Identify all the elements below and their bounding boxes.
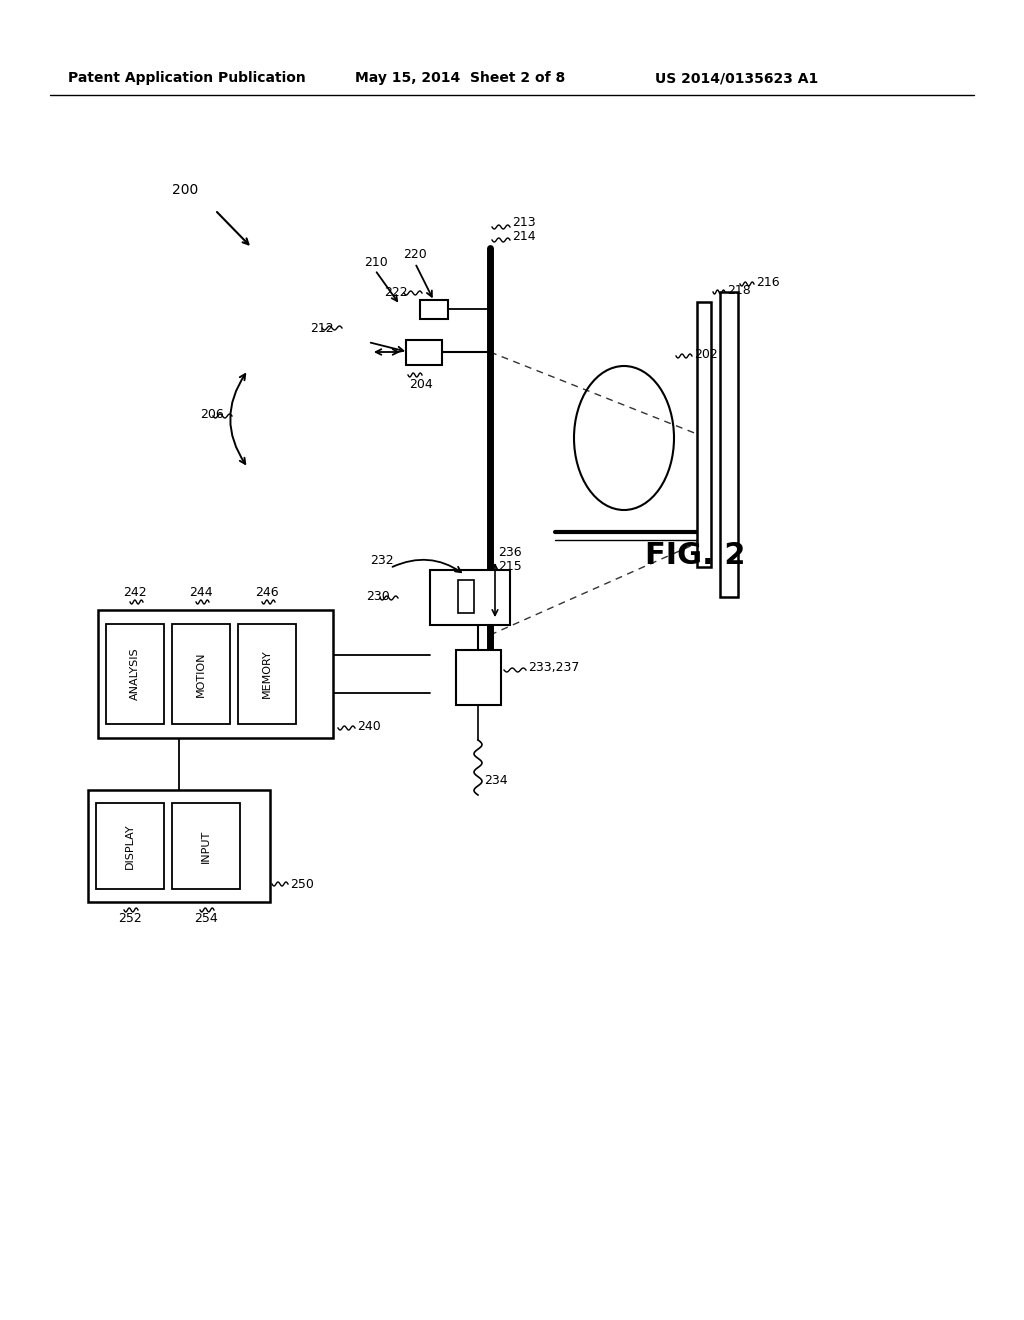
- Text: 216: 216: [756, 276, 779, 289]
- Bar: [106, 624, 164, 723]
- Text: MOTION: MOTION: [196, 651, 206, 697]
- Text: 222: 222: [384, 285, 408, 298]
- Bar: [456, 649, 501, 705]
- Text: 213: 213: [512, 216, 536, 230]
- Text: MEMORY: MEMORY: [262, 649, 272, 698]
- Bar: [88, 789, 270, 902]
- Text: 236: 236: [498, 546, 521, 560]
- Text: 200: 200: [172, 183, 199, 197]
- Text: Patent Application Publication: Patent Application Publication: [68, 71, 306, 84]
- Text: 233,237: 233,237: [528, 661, 580, 675]
- Text: 206: 206: [200, 408, 224, 421]
- Bar: [406, 341, 442, 366]
- Bar: [458, 579, 474, 612]
- Bar: [172, 803, 240, 888]
- Text: DISPLAY: DISPLAY: [125, 824, 135, 869]
- Bar: [98, 610, 333, 738]
- Text: 212: 212: [310, 322, 334, 334]
- Text: 202: 202: [694, 347, 718, 360]
- Text: INPUT: INPUT: [201, 829, 211, 863]
- Text: 218: 218: [727, 284, 751, 297]
- Text: 240: 240: [357, 719, 381, 733]
- Text: 210: 210: [364, 256, 388, 268]
- Text: 244: 244: [189, 586, 213, 599]
- Text: 246: 246: [255, 586, 279, 599]
- Text: 234: 234: [484, 774, 508, 787]
- Bar: [720, 292, 738, 597]
- Text: 230: 230: [366, 590, 390, 603]
- Text: 220: 220: [403, 248, 427, 261]
- Text: 214: 214: [512, 231, 536, 243]
- Text: May 15, 2014  Sheet 2 of 8: May 15, 2014 Sheet 2 of 8: [355, 71, 565, 84]
- Text: 242: 242: [123, 586, 146, 599]
- Text: FIG. 2: FIG. 2: [645, 540, 745, 569]
- Text: 232: 232: [370, 553, 393, 566]
- Text: 252: 252: [118, 912, 142, 925]
- Text: ANALYSIS: ANALYSIS: [130, 648, 140, 701]
- Bar: [430, 570, 510, 624]
- Bar: [172, 624, 230, 723]
- Text: US 2014/0135623 A1: US 2014/0135623 A1: [655, 71, 818, 84]
- Text: 254: 254: [195, 912, 218, 925]
- Bar: [238, 624, 296, 723]
- Text: 215: 215: [498, 561, 522, 573]
- Text: 204: 204: [409, 379, 433, 392]
- Bar: [96, 803, 164, 888]
- Bar: [420, 300, 449, 319]
- Text: 250: 250: [290, 878, 314, 891]
- Bar: [697, 302, 711, 568]
